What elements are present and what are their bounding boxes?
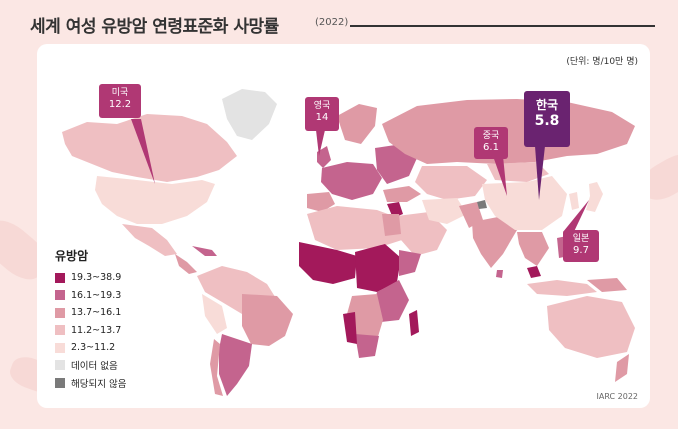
page-title: 세계 여성 유방암 연령표준화 사망률 [30,17,279,37]
callout-korea-name: 한국 [535,98,559,112]
map-card: (단위: 명/10만 명) 미국 12.2 영국 14 중국 6.1 한국 5.… [37,44,650,408]
callout-china-value: 6.1 [483,142,499,153]
region-india [472,216,517,268]
title-row: 세계 여성 유방암 연령표준화 사망률 (2022) [30,12,660,38]
region-argentina [219,334,252,396]
region-madagascar [409,310,419,336]
callout-pointer-japan [563,200,589,238]
callout-uk: 영국 14 [305,97,339,131]
legend-swatch [55,290,65,301]
region-iran [422,198,467,224]
region-indonesia [527,280,597,296]
region-china [482,176,567,230]
callout-usa-value: 12.2 [108,99,132,110]
legend-swatch [55,272,65,283]
region-australia [547,296,635,358]
callout-pointer-korea [535,146,545,200]
legend-item: 13.7~16.1 [55,304,126,322]
unit-label: (단위: 명/10만 명) [566,57,638,67]
callout-korea-value: 5.8 [534,113,560,129]
legend-label: 2.3~11.2 [71,342,116,354]
legend-label: 해당되지 않음 [71,378,127,390]
callout-uk-value: 14 [315,112,329,123]
title-divider [350,25,655,27]
region-brazil [242,294,293,346]
region-north-africa [307,206,402,250]
region-japan [586,182,603,212]
region-central-africa [355,244,401,292]
legend-swatch [55,325,65,336]
callout-japan-value: 9.7 [573,245,589,256]
legend-label: 13.7~16.1 [71,307,122,319]
legend-swatch [55,342,65,353]
legend-item: 11.2~13.7 [55,322,126,340]
callout-korea: 한국 5.8 [524,91,570,147]
region-chile [210,339,223,396]
region-kashmir [477,200,487,209]
legend-swatch [55,360,65,371]
world-map [62,89,635,396]
legend: 유방암 19.3~38.9 16.1~19.3 13.7~16.1 11.2~1… [55,247,126,392]
region-central-asia [415,166,487,200]
region-arabia [397,212,447,256]
region-sri-lanka [496,270,503,278]
region-caribbean [192,246,217,256]
region-namibia [343,312,357,344]
region-east-africa [373,280,409,322]
region-andes [202,294,227,334]
legend-item: 해당되지 않음 [55,374,126,392]
region-russia [382,99,635,164]
legend-item: 19.3~38.9 [55,269,126,287]
legend-label: 19.3~38.9 [71,272,122,284]
region-horn-of-africa [399,250,421,276]
region-usa [95,176,215,224]
page-year: (2022) [315,17,349,28]
legend-label: 데이터 없음 [71,361,118,373]
region-new-zealand [615,354,629,382]
legend-label: 16.1~19.3 [71,289,122,301]
region-papua [587,278,627,292]
callout-pointer-china [493,156,507,196]
legend-item: 데이터 없음 [55,357,126,375]
callout-uk-name: 영국 [313,101,331,111]
callout-japan-name: 일본 [572,234,590,244]
legend-swatch [55,307,65,318]
region-western-europe [321,162,382,200]
region-indochina [517,232,549,266]
legend-label: 11.2~13.7 [71,324,122,336]
region-canada [62,114,237,182]
region-iberia [307,192,335,212]
region-uk [317,146,331,168]
region-west-africa [299,242,357,284]
source-credit: IARC 2022 [596,392,638,401]
region-korea [569,192,579,210]
callout-usa: 미국 12.2 [99,84,141,118]
callout-japan: 일본 9.7 [563,230,599,262]
callout-pointer-usa [131,119,155,184]
callout-china-name: 중국 [482,131,500,141]
region-central-america [175,254,197,274]
callout-pointer-uk [316,130,325,156]
region-greenland [222,89,277,140]
region-scandinavia [337,104,377,144]
legend-item: 16.1~19.3 [55,287,126,305]
callout-china: 중국 6.1 [474,127,508,159]
region-south-africa [355,334,379,358]
region-mexico [122,224,177,256]
region-malaysia [527,266,541,278]
legend-item: 2.3~11.2 [55,339,126,357]
legend-title: 유방암 [55,249,89,263]
region-turkey [383,186,421,202]
callout-usa-name: 미국 [111,88,129,98]
legend-swatch [55,377,65,388]
region-egypt [382,214,401,236]
